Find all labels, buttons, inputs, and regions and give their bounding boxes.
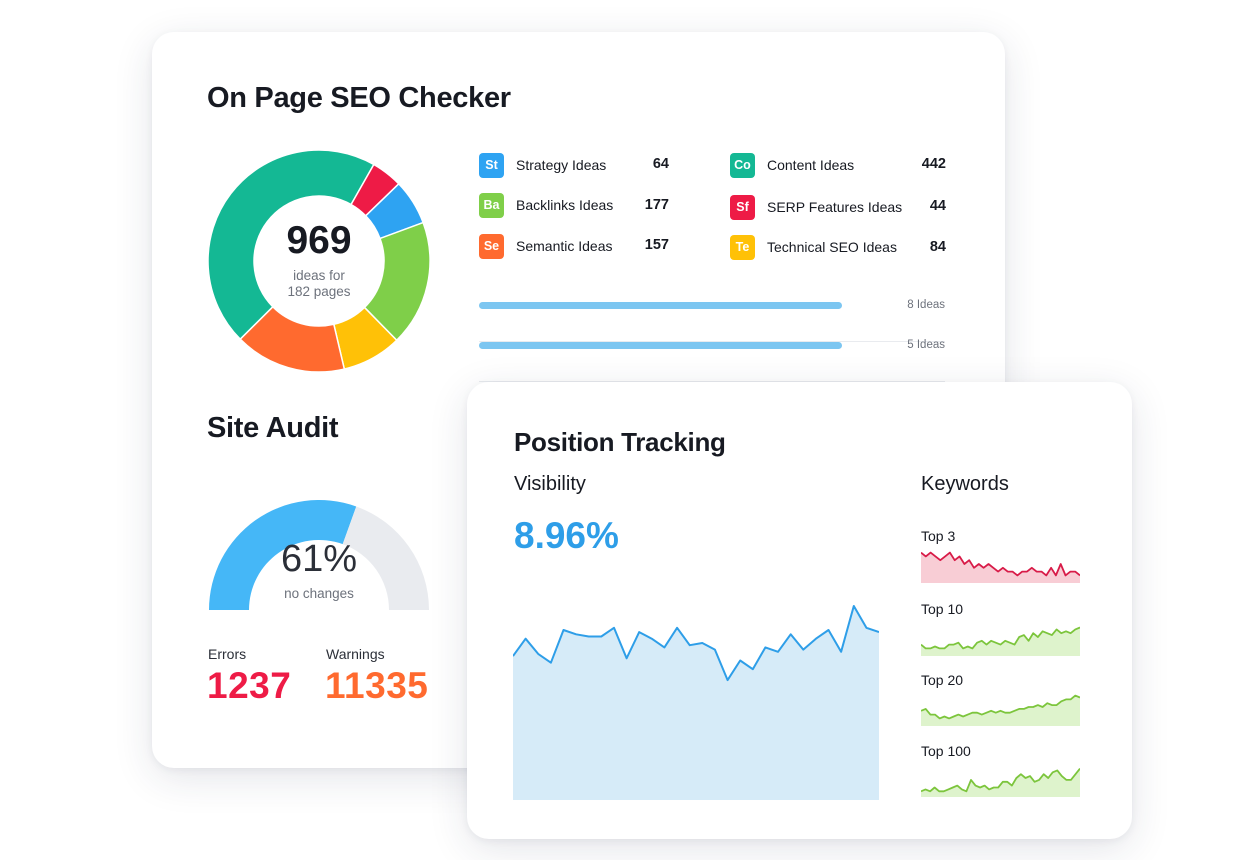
sparkline-line: [921, 551, 1080, 577]
legend-value: 157: [644, 237, 669, 253]
strategy-badge: St: [479, 152, 504, 178]
sparkline-area: [921, 768, 1080, 797]
ideas-total: 969: [286, 219, 352, 262]
site-audit-title: Site Audit: [207, 412, 339, 444]
legend-label: Backlinks Ideas: [516, 197, 614, 213]
legend-label: Strategy Ideas: [516, 157, 607, 173]
idea-count: 8 Ideas: [907, 299, 945, 311]
legend-label: Content Ideas: [767, 157, 855, 173]
sparkline-area: [921, 627, 1080, 656]
legend-value: 442: [921, 156, 946, 172]
position-tracking-title: Position Tracking: [514, 427, 726, 457]
visibility-label: Visibility: [514, 473, 586, 495]
idea-progress-bar: [479, 342, 843, 349]
sparkline-line: [921, 767, 1080, 793]
serp-features-badge: Sf: [730, 194, 755, 220]
legend-label: SERP Features Ideas: [767, 199, 903, 215]
donut-slice-content-ideas: [207, 149, 375, 341]
gauge-fill: [209, 500, 357, 610]
idea-count: 5 Ideas: [907, 339, 945, 351]
ideas-donut-chart: [207, 149, 431, 373]
keyword-group-label: Top 3: [921, 528, 956, 544]
sparkline-line: [921, 694, 1080, 720]
content-badge: Co: [730, 152, 755, 178]
ideas-legend: St Strategy Ideas 64 Ba Backlinks Ideas …: [479, 152, 949, 283]
legend-label: Semantic Ideas: [516, 238, 613, 254]
site-health-percent: 61%: [280, 538, 358, 580]
legend-content[interactable]: Co Content Ideas: [730, 152, 855, 178]
sparkline-line: [921, 626, 1080, 650]
backlinks-badge: Ba: [479, 192, 504, 218]
legend-serp-features[interactable]: Sf SERP Features Ideas: [730, 194, 903, 220]
top-100-sparkline: [921, 767, 1080, 797]
ideas-sub-line2: 182 pages: [287, 284, 351, 299]
donut-slice-semantic-ideas: [239, 305, 346, 373]
sparkline-area: [921, 695, 1080, 726]
ideas-sub-line1: ideas for: [293, 268, 345, 283]
legend-semantic[interactable]: Se Semantic Ideas: [479, 233, 613, 259]
errors-label: Errors: [208, 646, 247, 662]
idea-progress-bar: [479, 302, 843, 309]
keywords-label: Keywords: [921, 473, 1009, 495]
gauge-track: [342, 506, 429, 610]
top-20-sparkline: [921, 694, 1080, 726]
legend-backlinks[interactable]: Ba Backlinks Ideas: [479, 192, 614, 218]
visibility-area: [513, 606, 879, 800]
technical-seo-badge: Te: [730, 234, 755, 260]
site-health-status: no changes: [284, 586, 354, 601]
legend-technical-seo[interactable]: Te Technical SEO Ideas: [730, 234, 897, 260]
legend-value: 84: [929, 239, 946, 255]
legend-label: Technical SEO Ideas: [767, 239, 897, 255]
position-tracking-card: Position Tracking Visibility 8.96% Keywo…: [467, 382, 1132, 839]
top-3-sparkline: [921, 551, 1080, 583]
warnings-value[interactable]: 11335: [325, 665, 429, 706]
warnings-label: Warnings: [326, 646, 385, 662]
legend-strategy[interactable]: St Strategy Ideas: [479, 152, 607, 178]
site-audit-gauge: [209, 500, 429, 610]
legend-value: 177: [644, 197, 669, 213]
idea-row[interactable]: 8 Ideas: [479, 299, 945, 342]
errors-value[interactable]: 1237: [207, 665, 292, 706]
seo-title: On Page SEO Checker: [207, 82, 511, 114]
keyword-group-label: Top 10: [921, 601, 964, 617]
visibility-line: [513, 605, 879, 682]
idea-row[interactable]: 5 Ideas: [479, 339, 945, 382]
legend-value: 64: [652, 156, 669, 172]
visibility-value: 8.96%: [514, 515, 619, 556]
visibility-area-chart: [513, 605, 879, 800]
top-10-sparkline: [921, 626, 1080, 656]
keyword-group-label: Top 20: [921, 672, 964, 688]
keyword-group-label: Top 100: [921, 743, 971, 759]
legend-value: 44: [929, 198, 946, 214]
sparkline-area: [921, 552, 1080, 583]
semantic-badge: Se: [479, 233, 504, 259]
